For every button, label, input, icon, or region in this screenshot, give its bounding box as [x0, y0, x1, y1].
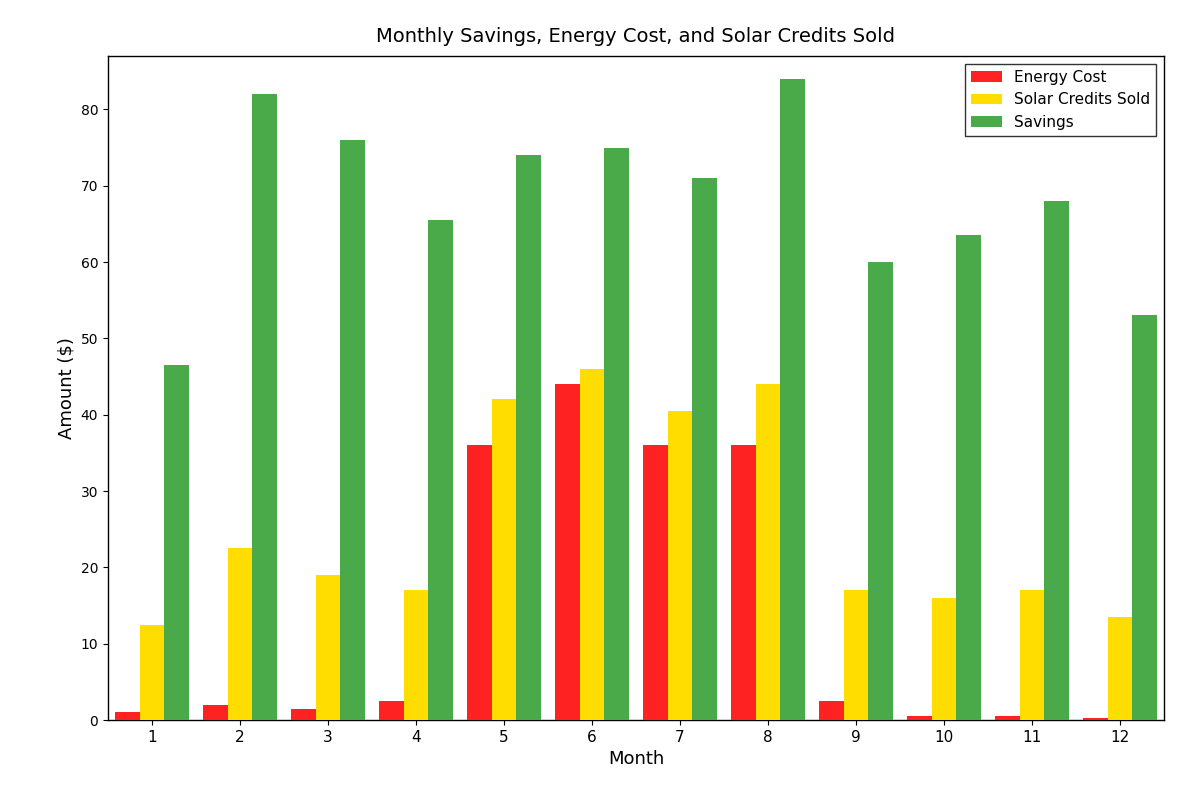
Bar: [492, 399, 516, 720]
Bar: [164, 365, 188, 720]
Bar: [228, 548, 252, 720]
Bar: [516, 155, 541, 720]
Bar: [467, 446, 492, 720]
Bar: [869, 262, 893, 720]
Bar: [995, 716, 1020, 720]
Bar: [556, 384, 580, 720]
Bar: [1108, 617, 1133, 720]
Bar: [316, 575, 341, 720]
Title: Monthly Savings, Energy Cost, and Solar Credits Sold: Monthly Savings, Energy Cost, and Solar …: [377, 27, 895, 46]
Bar: [692, 178, 716, 720]
Bar: [907, 716, 931, 720]
Bar: [643, 446, 667, 720]
Bar: [1133, 315, 1157, 720]
Bar: [605, 147, 629, 720]
Bar: [1084, 718, 1108, 720]
Bar: [931, 598, 956, 720]
X-axis label: Month: Month: [608, 750, 664, 768]
Bar: [379, 701, 403, 720]
Bar: [844, 590, 869, 720]
Bar: [667, 411, 692, 720]
Bar: [341, 140, 365, 720]
Bar: [756, 384, 780, 720]
Bar: [1044, 201, 1069, 720]
Bar: [580, 369, 605, 720]
Bar: [292, 709, 316, 720]
Bar: [115, 712, 139, 720]
Bar: [1020, 590, 1044, 720]
Legend: Energy Cost, Solar Credits Sold, Savings: Energy Cost, Solar Credits Sold, Savings: [965, 64, 1157, 136]
Bar: [780, 79, 805, 720]
Bar: [403, 590, 428, 720]
Bar: [203, 705, 228, 720]
Bar: [731, 446, 756, 720]
Bar: [252, 94, 277, 720]
Y-axis label: Amount ($): Amount ($): [58, 337, 76, 439]
Bar: [820, 701, 844, 720]
Bar: [956, 235, 980, 720]
Bar: [428, 220, 452, 720]
Bar: [139, 625, 164, 720]
